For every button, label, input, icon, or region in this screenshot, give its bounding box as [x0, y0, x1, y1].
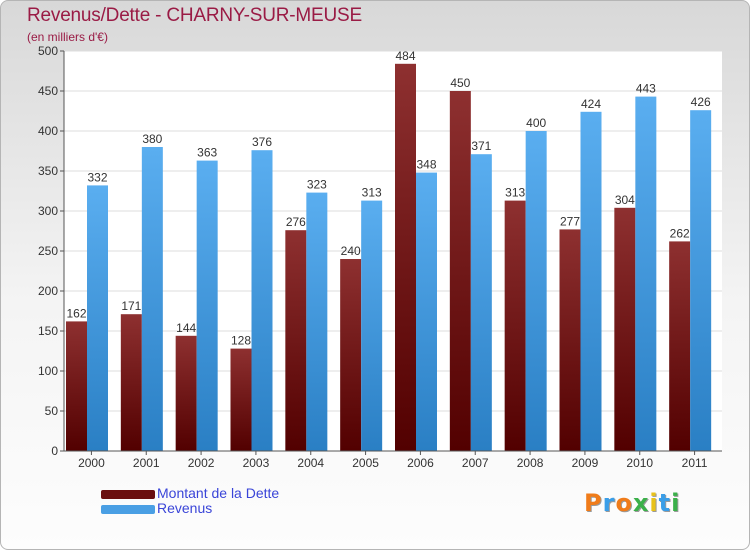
chart-subtitle: (en milliers d'€)	[27, 30, 108, 44]
data-label-dette: 484	[395, 49, 415, 63]
bar-dette	[449, 91, 471, 451]
bar-revenus	[87, 185, 108, 451]
logo-letter: P	[584, 489, 603, 517]
logo-letter: i	[649, 489, 659, 517]
data-label-revenus: 424	[581, 97, 601, 111]
logo-letter: i	[671, 489, 681, 517]
logo-letter: t	[658, 489, 672, 517]
y-tick-label: 200	[38, 284, 58, 298]
proxiti-logo: Proxiti	[584, 489, 680, 517]
bar-revenus	[306, 192, 328, 451]
data-label-revenus: 426	[691, 95, 711, 109]
x-tick-label: 2000	[78, 456, 105, 470]
data-label-revenus: 443	[636, 82, 656, 96]
y-tick-label: 0	[51, 444, 58, 458]
data-label-revenus: 400	[526, 116, 546, 130]
data-label-dette: 162	[66, 306, 86, 320]
bar-dette	[559, 229, 581, 451]
axes: 0 50 100 150 200 250 300 350 400 450 500 2000 2001 20…	[38, 44, 722, 470]
x-tick-label: 2011	[682, 456, 708, 470]
data-label-dette: 450	[450, 76, 470, 90]
bar-dette	[669, 241, 691, 451]
y-tick-label: 300	[38, 204, 58, 218]
x-tick-label: 2010	[626, 456, 653, 470]
bar-revenus	[361, 200, 383, 451]
bar-revenus	[416, 172, 437, 451]
data-label-revenus: 363	[197, 146, 217, 160]
x-tick-label: 2003	[243, 456, 270, 470]
data-label-revenus: 323	[307, 178, 327, 192]
y-tick-label: 50	[45, 404, 59, 418]
bar-dette	[175, 335, 197, 451]
bar-dette	[504, 200, 526, 451]
legend-label-revenus: Revenus	[157, 500, 213, 516]
legend-swatch-dette	[101, 490, 155, 499]
data-label-dette: 240	[341, 244, 361, 258]
bar-revenus	[141, 147, 163, 451]
data-label-revenus: 313	[362, 186, 382, 200]
bar-dette	[230, 348, 252, 451]
x-tick-label: 2001	[133, 456, 160, 470]
logo-letter: x	[632, 489, 650, 517]
bar-revenus	[690, 110, 712, 451]
x-tick-label: 2002	[188, 456, 215, 470]
chart-title: Revenus/Dette - CHARNY-SUR-MEUSE	[27, 5, 362, 26]
data-label-dette: 262	[670, 226, 690, 240]
bar-dette	[120, 314, 142, 451]
logo-letter: o	[615, 489, 633, 517]
bar-dette	[340, 259, 362, 451]
data-label-revenus: 332	[87, 170, 107, 184]
x-tick-label: 2006	[407, 456, 434, 470]
data-label-dette: 171	[121, 299, 141, 313]
bar-dette	[614, 207, 636, 451]
x-tick-label: 2008	[517, 456, 544, 470]
y-tick-label: 250	[38, 244, 58, 258]
y-tick-label: 400	[38, 124, 58, 138]
bar-revenus	[525, 131, 547, 451]
data-label-dette: 276	[286, 215, 306, 229]
x-tick-label: 2004	[297, 456, 324, 470]
bar-revenus	[251, 150, 273, 451]
data-label-dette: 313	[505, 186, 525, 200]
y-tick-label: 450	[38, 84, 58, 98]
bars-group: 162 332 171 380 144 363 128 376 276 323 240 313 484 3…	[66, 49, 712, 452]
legend-label-dette: Montant de la Dette	[157, 485, 280, 501]
x-tick-label: 2005	[352, 456, 379, 470]
bar-revenus	[635, 96, 657, 451]
data-label-dette: 128	[231, 334, 251, 348]
bar-dette	[66, 321, 87, 451]
data-label-dette: 144	[176, 321, 196, 335]
y-tick-label: 350	[38, 164, 58, 178]
y-tick-label: 150	[38, 324, 58, 338]
y-tick-label: 500	[38, 44, 58, 58]
data-label-revenus: 376	[252, 135, 272, 149]
data-label-dette: 304	[615, 193, 635, 207]
bar-revenus	[580, 111, 602, 452]
bar-revenus	[196, 160, 218, 451]
grid-lines	[64, 50, 722, 452]
legend-swatch-revenus	[101, 505, 155, 514]
data-label-dette: 277	[560, 214, 580, 228]
y-tick-label: 100	[38, 364, 58, 378]
bar-dette	[395, 63, 416, 452]
data-label-revenus: 348	[416, 158, 436, 172]
bar-dette	[285, 230, 307, 451]
x-tick-label: 2007	[462, 456, 489, 470]
bar-revenus	[470, 154, 492, 451]
data-label-revenus: 371	[471, 139, 491, 153]
logo-letter: r	[602, 489, 616, 517]
x-tick-label: 2009	[572, 456, 599, 470]
data-label-revenus: 380	[142, 132, 162, 146]
